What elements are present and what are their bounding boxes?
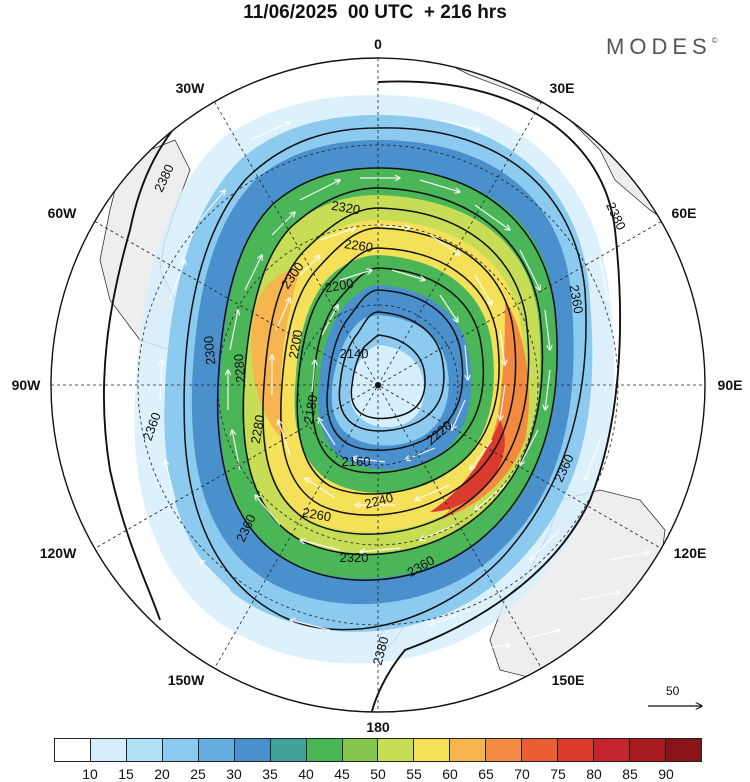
colorbar-swatch (198, 739, 235, 761)
wind-80-east (430, 420, 505, 512)
colorbar-label: 15 (118, 766, 134, 782)
wind-vectors (160, 119, 650, 681)
wind-70-east (440, 300, 529, 520)
south-pole-marker (375, 382, 381, 388)
colorbar-swatch (270, 739, 307, 761)
colorbar-label: 85 (622, 766, 638, 782)
contour-2240 (296, 247, 500, 495)
colorbar-swatch (414, 739, 451, 761)
contour-label: 2380 (603, 200, 629, 233)
colorbar-label: 55 (406, 766, 422, 782)
lon-label-120w: 120W (39, 545, 77, 561)
modes-logo: MODES© (606, 34, 718, 59)
colorbar-label: 35 (262, 766, 278, 782)
contour-label: 2140 (340, 346, 369, 361)
colorbar-swatch (450, 739, 487, 761)
colorbar-swatch (522, 739, 559, 761)
lon-label-150e: 150E (551, 672, 585, 688)
lon-label-0: 0 (374, 36, 382, 52)
map-title: 11/06/2025 00 UTC + 216 hrs (243, 2, 507, 23)
vector-reference-label: 50 (666, 684, 680, 698)
contour-2320 (216, 167, 558, 581)
colorbar-swatch (234, 739, 271, 761)
contour-2380 (371, 80, 621, 712)
contour-2280 (262, 207, 530, 535)
colorbar-label: 50 (370, 766, 386, 782)
colorbar-swatch (126, 739, 163, 761)
lon-label-150w: 150W (167, 672, 205, 688)
colorbar-label: 70 (514, 766, 530, 782)
contour-label: 2300 (201, 335, 218, 365)
colorbar-label: 40 (298, 766, 314, 782)
contour-label: 2320 (340, 550, 369, 565)
colorbar-swatch (55, 739, 91, 761)
colorbar-label: 45 (334, 766, 350, 782)
lon-label-30w: 30W (175, 80, 205, 96)
contour-2180 (338, 311, 445, 432)
colorbar-label: 30 (226, 766, 242, 782)
colorbar-swatch (162, 739, 199, 761)
contour-label: 2320 (330, 198, 361, 218)
contour-2260 (280, 227, 517, 516)
contour-2360 (183, 127, 587, 631)
lon-label-60w: 60W (47, 205, 77, 221)
contour-label: 2240 (363, 490, 395, 512)
colorbar-swatch (306, 739, 343, 761)
colorbar-label: 60 (442, 766, 458, 782)
contour-2300 (242, 187, 544, 556)
lon-label-90w: 90W (11, 377, 41, 393)
contour-label: 2360 (567, 284, 587, 315)
colorbar-label: 25 (190, 766, 206, 782)
colorbar-swatch (665, 739, 701, 761)
lon-label-120e: 120E (673, 545, 707, 561)
colorbar-swatch (342, 739, 379, 761)
contour-label: 2260 (301, 505, 332, 525)
wind-15-core (349, 345, 425, 428)
map-border (50, 57, 706, 713)
geopotential-contours (103, 80, 621, 712)
contour-2200 (326, 289, 464, 451)
colorbar-swatch (558, 739, 595, 761)
contour-label: 2380 (370, 635, 392, 667)
contour-label: 2280 (231, 353, 248, 383)
contour-label: 2180 (301, 394, 321, 425)
lon-label-90e: 90E (717, 377, 743, 393)
colorbar-label: 80 (586, 766, 602, 782)
colorbar-label: 10 (82, 766, 98, 782)
lon-label-30e: 30E (549, 80, 575, 96)
map-disk (99, 59, 705, 712)
colorbar-label: 65 (478, 766, 494, 782)
contour-label: 2260 (343, 236, 374, 255)
colorbar-swatch (378, 739, 415, 761)
colorbar-label: 20 (154, 766, 170, 782)
contour-2160 (350, 334, 426, 420)
contour-2380-west (103, 94, 206, 621)
colorbar-swatch (486, 739, 523, 761)
colorbar-label: 75 (550, 766, 566, 782)
colorbar-swatch (594, 739, 630, 761)
colorbar-labels: 10 15 20 25 30 35 40 45 50 55 60 65 70 75 80 85 90 (54, 766, 702, 782)
contour-label: 2280 (248, 414, 268, 445)
lon-label-180: 180 (366, 719, 390, 735)
lon-label-60e: 60E (671, 205, 697, 221)
colorbar-swatch (630, 739, 666, 761)
contour-label: 2200 (286, 329, 306, 360)
colorbar-swatch (90, 739, 127, 761)
wind-speed-colorbar (54, 738, 702, 762)
contour-label: 2200 (324, 276, 355, 296)
colorbar-label: 90 (658, 766, 674, 782)
contour-label: 2160 (342, 454, 371, 469)
